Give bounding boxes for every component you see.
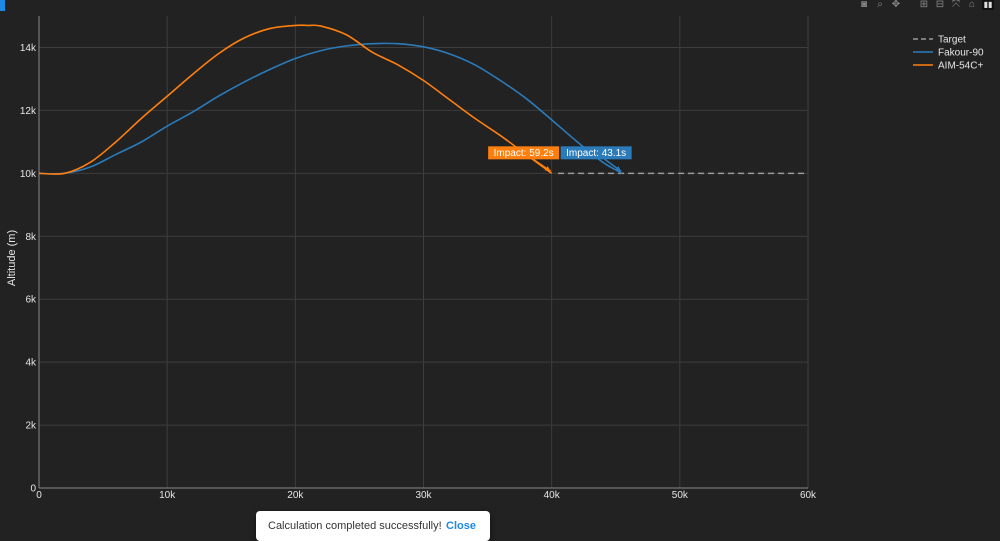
series-line-aim-54c[interactable] xyxy=(39,24,553,175)
axes xyxy=(38,16,808,489)
x-tick-label: 30k xyxy=(415,490,432,501)
series-layer xyxy=(39,24,808,175)
y-tick-label: 4k xyxy=(25,358,37,369)
tick-labels: 0 10k 20k 30k 40k 50k 60k 0 2k 4k 6k 8k 10k 12k 14k xyxy=(20,43,817,501)
annotation-box xyxy=(488,146,560,160)
series-line-fakour-90[interactable] xyxy=(39,42,623,175)
x-tick-label: 20k xyxy=(287,490,304,501)
y-tick-label: 12k xyxy=(20,106,37,117)
x-tick-label: 0 xyxy=(36,490,42,501)
autoscale-icon[interactable]: ⤧ xyxy=(952,0,960,10)
zoom-icon[interactable]: ⌕ xyxy=(877,0,883,10)
annotation-arrowhead-icon xyxy=(544,166,551,172)
legend-item-target[interactable]: Target xyxy=(913,35,966,46)
y-tick-label: 0 xyxy=(30,484,36,495)
x-tick-label: 60k xyxy=(800,490,817,501)
legend-label: Target xyxy=(938,35,966,46)
y-axis-title: Altitude (m) xyxy=(6,230,18,286)
notification-toast: Calculation completed successfully! Clos… xyxy=(256,511,490,541)
y-tick-label: 2k xyxy=(25,421,37,432)
legend-item-fakour-90[interactable]: Fakour-90 xyxy=(913,48,984,59)
zoom-in-icon[interactable]: ⊞ xyxy=(919,0,929,10)
modebar: ◙ ⌕ ✥ ⊞ ⊟ ⤧ ⌂ ▮▮ xyxy=(858,0,994,12)
annotations: Impact: 59.2s Impact: 43.1s xyxy=(488,146,632,172)
legend-label: AIM-54C+ xyxy=(938,61,983,72)
y-tick-label: 8k xyxy=(25,232,37,243)
annotation-box xyxy=(560,146,632,160)
x-tick-label: 10k xyxy=(159,490,176,501)
y-tick-label: 6k xyxy=(25,295,37,306)
x-tick-label: 50k xyxy=(672,490,689,501)
y-tick-label: 10k xyxy=(20,169,37,180)
annotation-arrowhead-icon xyxy=(615,166,622,172)
toast-message: Calculation completed successfully! xyxy=(268,520,442,532)
legend[interactable]: Target Fakour-90 AIM-54C+ xyxy=(913,35,984,72)
plotly-logo-icon[interactable]: ▮▮ xyxy=(982,0,994,10)
annotation-label: Impact: 59.2s xyxy=(494,148,554,159)
toast-close-button[interactable]: Close xyxy=(446,520,476,532)
pan-icon[interactable]: ✥ xyxy=(891,0,901,10)
y-tick-label: 14k xyxy=(20,43,37,54)
camera-icon[interactable]: ◙ xyxy=(860,0,868,10)
legend-label: Fakour-90 xyxy=(938,48,984,59)
grid xyxy=(39,16,809,488)
x-tick-label: 40k xyxy=(544,490,561,501)
accent-tab xyxy=(0,0,5,11)
annotation-label: Impact: 43.1s xyxy=(566,148,626,159)
legend-item-aim-54c[interactable]: AIM-54C+ xyxy=(913,61,983,72)
zoom-out-icon[interactable]: ⊟ xyxy=(935,0,945,10)
reset-axes-icon[interactable]: ⌂ xyxy=(968,0,976,10)
